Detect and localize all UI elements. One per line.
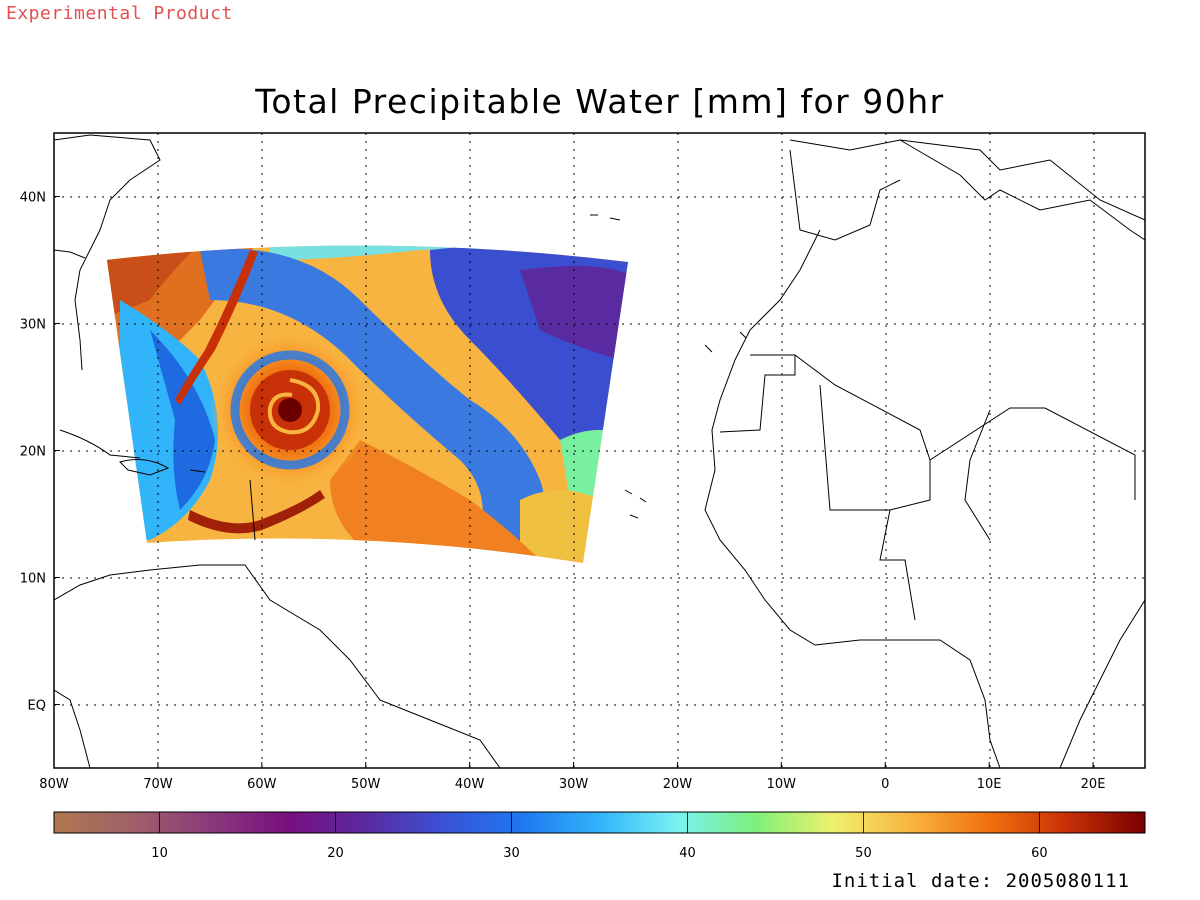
colorbar-label: 30 (503, 846, 520, 861)
lon-label: 50W (351, 777, 381, 792)
colorbar-label: 40 (679, 846, 696, 861)
lon-label: 20W (663, 777, 693, 792)
lon-label: 10E (977, 777, 1002, 792)
colorbar: 10 20 30 40 50 60 (53, 811, 1146, 861)
coastlines (54, 134, 1145, 768)
lat-label: 20N (20, 445, 46, 460)
lon-label: 20E (1081, 777, 1106, 792)
lat-label: 30N (20, 318, 46, 333)
lat-label: 10N (20, 572, 46, 587)
lon-axis: 80W 70W 60W 50W 40W 30W 20W 10W 0 10E 20E (39, 762, 1105, 792)
lat-label: EQ (28, 699, 46, 714)
tpw-field (107, 245, 628, 563)
colorbar-label: 60 (1031, 846, 1048, 861)
initial-date: Initial date: 2005080111 (831, 870, 1130, 892)
graticule (54, 133, 1145, 768)
colorbar-label: 10 (151, 846, 168, 861)
lon-label: 10W (767, 777, 797, 792)
experimental-product-label: Experimental Product (6, 3, 233, 24)
colorbar-label: 20 (327, 846, 344, 861)
lon-label: 60W (247, 777, 277, 792)
lon-label: 0 (881, 777, 889, 792)
colorbar-gradient (53, 811, 1146, 834)
lon-label: 80W (39, 777, 69, 792)
lon-label: 40W (455, 777, 485, 792)
lon-label: 70W (143, 777, 173, 792)
lat-label: 40N (20, 191, 46, 206)
colorbar-label: 50 (855, 846, 872, 861)
lat-axis: 40N 30N 20N 10N EQ (20, 191, 60, 714)
lon-label: 30W (559, 777, 589, 792)
map-title: Total Precipitable Water [mm] for 90hr (255, 82, 945, 121)
